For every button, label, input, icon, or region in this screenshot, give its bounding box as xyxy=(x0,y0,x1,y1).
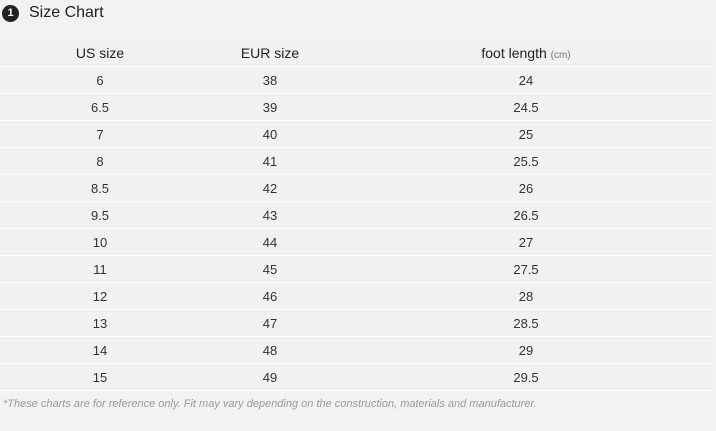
number-one-badge-icon: 1 xyxy=(2,4,19,22)
column-header-foot-length: foot length (cm) xyxy=(340,39,712,67)
eur-size-cell: 42 xyxy=(200,174,340,202)
eur-size-cell: 44 xyxy=(200,228,340,256)
page-title: Size Chart xyxy=(29,4,104,21)
foot-length-cell: 29.5 xyxy=(340,363,712,391)
foot-length-cell: 28.5 xyxy=(340,309,712,337)
eur-size-cell: 47 xyxy=(200,309,340,337)
eur-size-cell: 46 xyxy=(200,282,340,310)
eur-size-cell: 49 xyxy=(200,363,340,391)
column-header-eur-size: EUR size xyxy=(200,39,340,67)
foot-length-cell: 28 xyxy=(340,282,712,310)
table-row: 6.5 39 24.5 xyxy=(0,93,712,121)
eur-size-cell: 48 xyxy=(200,336,340,364)
table-row: 10 44 27 xyxy=(0,228,712,256)
table-row: 13 47 28.5 xyxy=(0,309,712,337)
table-row: 15 49 29.5 xyxy=(0,363,712,391)
foot-length-unit: (cm) xyxy=(550,49,571,61)
us-size-cell: 7 xyxy=(0,120,200,148)
column-header-us-size: US size xyxy=(0,39,200,67)
table-row: 14 48 29 xyxy=(0,336,712,364)
us-size-cell: 8.5 xyxy=(0,174,200,202)
foot-length-cell: 26 xyxy=(340,174,712,202)
foot-length-cell: 25 xyxy=(340,120,712,148)
us-size-cell: 6.5 xyxy=(0,93,200,121)
us-size-cell: 15 xyxy=(0,363,200,391)
foot-length-label: foot length xyxy=(481,44,547,61)
foot-length-cell: 26.5 xyxy=(340,201,712,229)
table-header-row: US size EUR size foot length (cm) xyxy=(0,39,712,67)
eur-size-cell: 39 xyxy=(200,93,340,121)
foot-length-cell: 27.5 xyxy=(340,255,712,283)
table-row: 12 46 28 xyxy=(0,282,712,310)
us-size-cell: 9.5 xyxy=(0,201,200,229)
foot-length-cell: 29 xyxy=(340,336,712,364)
us-size-cell: 14 xyxy=(0,336,200,364)
eur-size-cell: 43 xyxy=(200,201,340,229)
us-size-cell: 12 xyxy=(0,282,200,310)
us-size-cell: 13 xyxy=(0,309,200,337)
table-row: 9.5 43 26.5 xyxy=(0,201,712,229)
table-row: 7 40 25 xyxy=(0,120,712,148)
foot-length-cell: 24.5 xyxy=(340,93,712,121)
table-row: 11 45 27.5 xyxy=(0,255,712,283)
size-chart-header: 1 Size Chart xyxy=(0,0,104,26)
us-size-cell: 8 xyxy=(0,147,200,175)
foot-length-cell: 27 xyxy=(340,228,712,256)
size-table: US size EUR size foot length (cm) 6 38 24 6… xyxy=(0,39,712,391)
eur-size-cell: 38 xyxy=(200,66,340,94)
us-size-cell: 10 xyxy=(0,228,200,256)
table-body: 6 38 24 6.5 39 24.5 7 40 25 8 41 25.5 8.5 42 26 9.5 43 26… xyxy=(0,66,712,391)
table-row: 8.5 42 26 xyxy=(0,174,712,202)
reference-footnote: *These charts are for reference only. Fi… xyxy=(3,398,537,410)
us-size-cell: 6 xyxy=(0,66,200,94)
table-row: 8 41 25.5 xyxy=(0,147,712,175)
us-size-cell: 11 xyxy=(0,255,200,283)
eur-size-cell: 45 xyxy=(200,255,340,283)
foot-length-cell: 24 xyxy=(340,66,712,94)
eur-size-cell: 40 xyxy=(200,120,340,148)
foot-length-cell: 25.5 xyxy=(340,147,712,175)
eur-size-cell: 41 xyxy=(200,147,340,175)
table-row: 6 38 24 xyxy=(0,66,712,94)
